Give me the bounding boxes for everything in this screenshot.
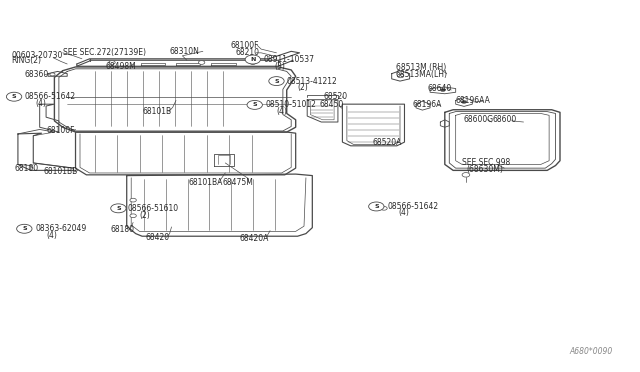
Text: SEE SEC.998: SEE SEC.998 [462, 158, 510, 167]
Text: S: S [374, 204, 379, 209]
Text: (4): (4) [398, 208, 409, 217]
Text: 68520: 68520 [323, 92, 348, 101]
Text: (3): (3) [274, 62, 285, 71]
Text: (2): (2) [298, 83, 308, 92]
Text: 68420A: 68420A [240, 234, 269, 243]
Text: 68100F: 68100F [46, 126, 75, 135]
Circle shape [462, 173, 470, 177]
Text: RING(2): RING(2) [12, 56, 42, 65]
Text: 08510-51012: 08510-51012 [266, 100, 316, 109]
Text: 08566-51610: 08566-51610 [128, 204, 179, 213]
Text: 68101B: 68101B [142, 107, 172, 116]
Text: S: S [12, 94, 17, 99]
Circle shape [130, 214, 136, 218]
Circle shape [250, 61, 256, 64]
Circle shape [6, 92, 22, 101]
Text: A680*0090: A680*0090 [570, 347, 613, 356]
Text: 08566-51642: 08566-51642 [387, 202, 438, 211]
Text: 08513-41212: 08513-41212 [287, 77, 337, 86]
Text: 68498M: 68498M [106, 62, 136, 71]
Text: (68630M): (68630M) [466, 165, 503, 174]
Text: 68600G: 68600G [464, 115, 494, 124]
Circle shape [17, 224, 32, 233]
Circle shape [130, 198, 136, 202]
Text: 08566-51642: 08566-51642 [24, 92, 76, 101]
Text: SEE SEC.272(27139E): SEE SEC.272(27139E) [63, 48, 146, 57]
Text: (4): (4) [35, 99, 46, 108]
Text: 68513MA(LH): 68513MA(LH) [396, 70, 447, 79]
Text: 68360: 68360 [24, 70, 49, 79]
Text: (4): (4) [276, 107, 287, 116]
Text: (4): (4) [46, 231, 57, 240]
Text: 68420: 68420 [146, 233, 170, 242]
Circle shape [397, 74, 404, 78]
Text: S: S [116, 206, 121, 211]
Circle shape [245, 55, 260, 64]
Circle shape [440, 89, 445, 92]
Circle shape [50, 73, 55, 76]
Text: 68640: 68640 [428, 84, 452, 93]
Text: 68196AA: 68196AA [456, 96, 490, 105]
Text: 68100F: 68100F [230, 41, 259, 50]
Text: 68101BA: 68101BA [189, 178, 223, 187]
Text: 68180: 68180 [110, 225, 134, 234]
Text: 68310N: 68310N [170, 47, 200, 56]
Text: 00603-20730: 00603-20730 [12, 51, 63, 60]
Text: 08363-62049: 08363-62049 [35, 224, 86, 233]
Text: 68513M (RH): 68513M (RH) [396, 63, 446, 72]
Text: 68101BB: 68101BB [44, 167, 78, 176]
Text: S: S [22, 226, 27, 231]
Text: S: S [252, 102, 257, 108]
Circle shape [461, 100, 467, 103]
Text: S: S [274, 78, 279, 84]
Text: 68100: 68100 [14, 164, 38, 173]
Text: 68196A: 68196A [413, 100, 442, 109]
Text: 68210: 68210 [236, 48, 260, 57]
Circle shape [381, 206, 387, 210]
Circle shape [111, 204, 126, 213]
Circle shape [369, 202, 384, 211]
Text: 68600: 68600 [493, 115, 517, 124]
Circle shape [109, 61, 115, 64]
Circle shape [247, 100, 262, 109]
Text: (2): (2) [140, 211, 150, 219]
Text: 08911-10537: 08911-10537 [264, 55, 315, 64]
Text: N: N [250, 57, 255, 62]
Circle shape [198, 61, 205, 64]
Text: 68450: 68450 [320, 100, 344, 109]
Text: 68475M: 68475M [223, 178, 253, 187]
Circle shape [269, 77, 284, 86]
Text: 68520A: 68520A [372, 138, 402, 147]
